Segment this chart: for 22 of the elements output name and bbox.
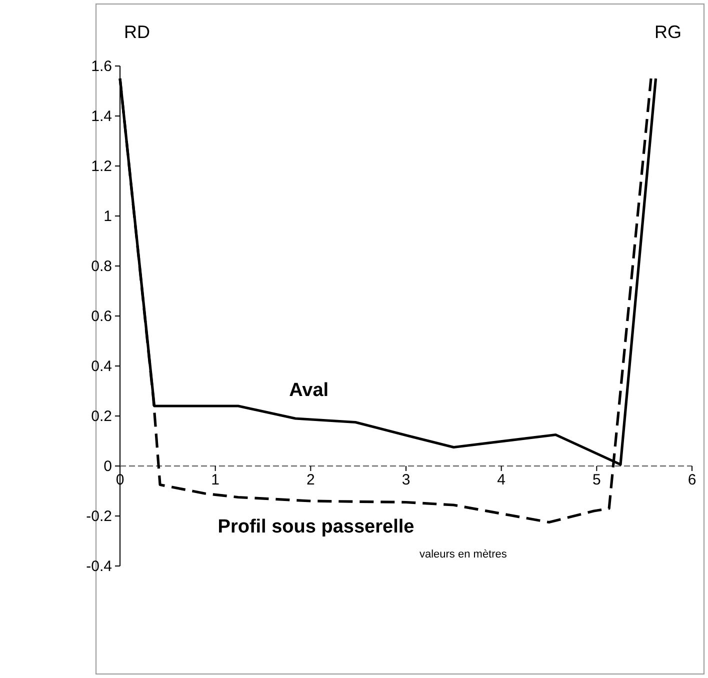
y-tick-label: 1.2 — [91, 158, 112, 175]
text: RD — [124, 22, 150, 42]
y-tick-label: 0 — [104, 458, 112, 475]
x-tick-label: 2 — [306, 472, 315, 489]
series-label: Aval — [289, 380, 329, 401]
y-tick-label: 1 — [104, 208, 112, 225]
series-label: Profil sous passerelle — [218, 516, 414, 538]
x-tick-label: 5 — [592, 472, 601, 489]
text: RG — [654, 22, 682, 42]
y-tick-label: 0.4 — [91, 358, 112, 375]
x-tick-label: 3 — [402, 472, 410, 489]
x-tick-label: 4 — [497, 472, 506, 489]
x-tick-label: 1 — [211, 472, 220, 489]
y-tick-label: 0.6 — [91, 308, 112, 325]
y-tick-label: 0.8 — [91, 258, 112, 275]
x-tick-label: 6 — [688, 472, 696, 489]
x-axis-title: valeurs en mètres — [419, 548, 508, 560]
y-tick-label: 1.6 — [91, 58, 112, 75]
y-tick-label: -0.4 — [86, 558, 112, 575]
y-tick-label: 0.2 — [91, 408, 112, 425]
y-tick-label: 1.4 — [91, 108, 112, 125]
y-tick-label: -0.2 — [86, 508, 112, 525]
